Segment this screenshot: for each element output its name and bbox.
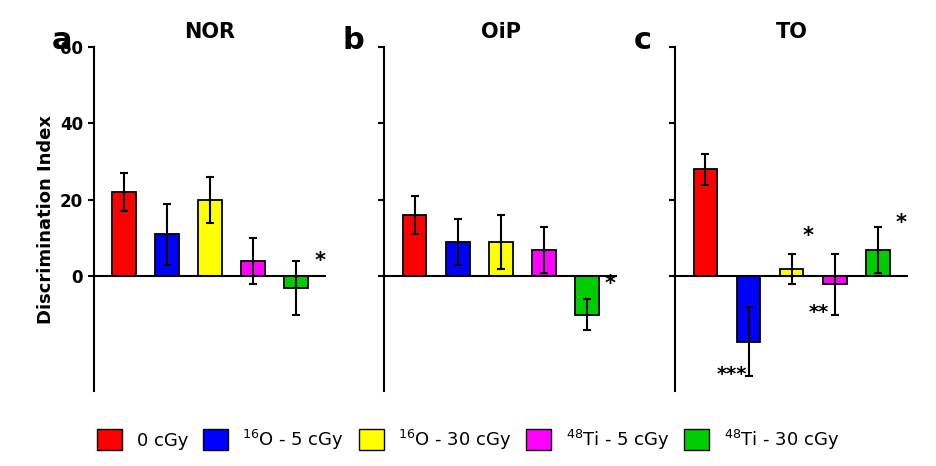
Bar (402, 215, 427, 276)
Bar (489, 242, 513, 276)
Title: NOR: NOR (184, 22, 236, 42)
Bar (241, 261, 265, 276)
Bar (446, 242, 470, 276)
Text: *: * (605, 274, 616, 294)
Text: b: b (343, 26, 364, 55)
Text: **: ** (808, 303, 828, 322)
Text: c: c (634, 26, 651, 55)
Bar (285, 276, 308, 288)
Y-axis label: Discrimination Index: Discrimination Index (37, 115, 54, 323)
Title: OiP: OiP (481, 22, 520, 42)
Bar (780, 269, 803, 276)
Bar (198, 200, 222, 276)
Bar (694, 169, 717, 276)
Text: a: a (51, 26, 72, 55)
Title: TO: TO (776, 22, 808, 42)
Bar (575, 276, 599, 315)
Text: *: * (314, 251, 325, 271)
Legend: 0 cGy, $^{16}$O - 5 cGy, $^{16}$O - 30 cGy, $^{48}$Ti - 5 cGy, $^{48}$Ti - 30 cG: 0 cGy, $^{16}$O - 5 cGy, $^{16}$O - 30 c… (92, 422, 844, 457)
Bar (823, 276, 846, 284)
Bar (112, 192, 136, 276)
Text: ***: *** (717, 365, 747, 384)
Bar (737, 276, 760, 342)
Bar (532, 250, 556, 276)
Text: *: * (802, 226, 813, 246)
Text: *: * (896, 213, 907, 233)
Bar (155, 234, 179, 276)
Bar (866, 250, 889, 276)
